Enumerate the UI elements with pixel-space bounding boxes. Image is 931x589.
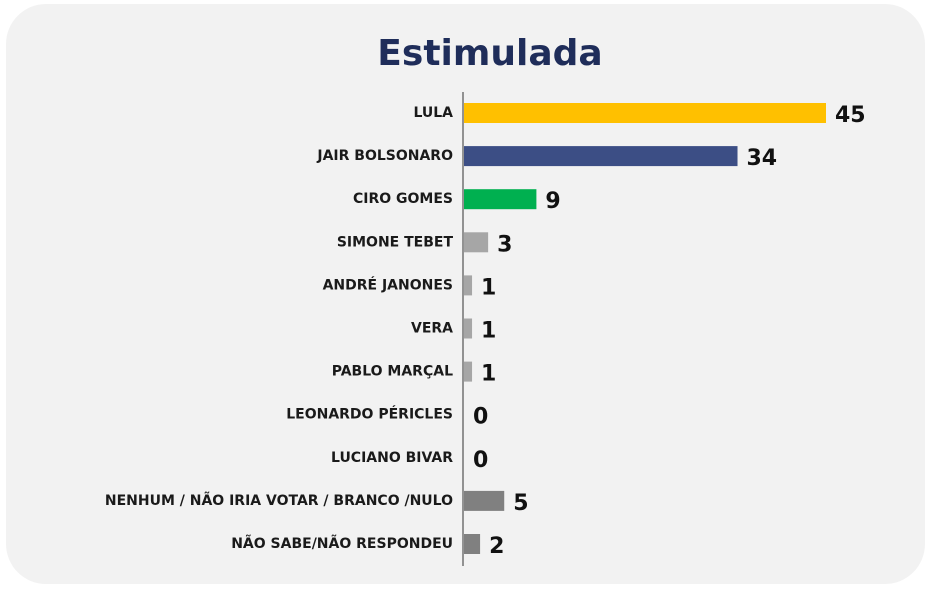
value-label: 3 xyxy=(497,232,512,257)
bar xyxy=(464,146,738,167)
value-label: 0 xyxy=(473,405,488,430)
bar xyxy=(464,275,473,296)
category-label: NENHUM / NÃO IRIA VOTAR / BRANCO /NULO xyxy=(105,492,453,509)
category-label: VERA xyxy=(411,321,453,337)
value-label: 5 xyxy=(513,491,528,516)
value-label: 9 xyxy=(545,189,560,214)
value-label: 1 xyxy=(481,362,496,387)
bar xyxy=(464,318,473,339)
value-label: 2 xyxy=(489,534,504,559)
category-label: PABLO MARÇAL xyxy=(332,364,453,380)
category-label: LEONARDO PÉRICLES xyxy=(286,406,453,423)
category-label: CIRO GOMES xyxy=(353,191,453,207)
value-label: 1 xyxy=(481,319,496,344)
chart-title: Estimulada xyxy=(377,33,602,74)
bar xyxy=(464,534,481,554)
bar xyxy=(464,232,489,253)
bar xyxy=(464,189,537,210)
value-label: 1 xyxy=(481,275,496,300)
category-label: JAIR BOLSONARO xyxy=(316,148,453,164)
category-label: NÃO SABE/NÃO RESPONDEU xyxy=(231,535,453,552)
value-label: 45 xyxy=(835,103,866,128)
bar xyxy=(464,103,826,123)
value-label: 34 xyxy=(747,146,778,171)
category-label: SIMONE TEBET xyxy=(337,234,454,250)
value-label: 0 xyxy=(473,448,488,473)
bar xyxy=(464,361,473,382)
bar xyxy=(464,490,505,511)
category-label: LUCIANO BIVAR xyxy=(331,450,453,466)
category-label: LULA xyxy=(413,105,453,121)
category-label: ANDRÉ JANONES xyxy=(323,276,453,293)
